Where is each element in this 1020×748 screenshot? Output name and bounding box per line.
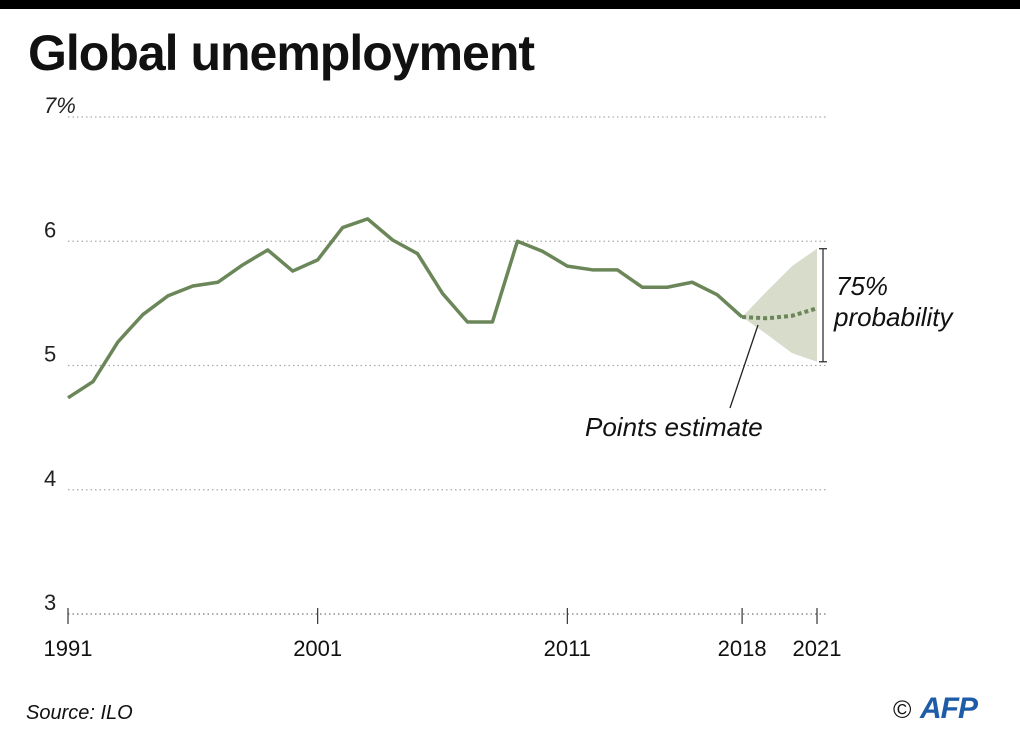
unemployment-series-line [67,217,744,400]
y-tick-label-3: 3 [44,590,56,615]
x-axis: 1991 2001 2011 2018 2021 [44,608,842,661]
x-tick-label-2021: 2021 [793,636,842,661]
y-tick-label-7: 7% [44,93,76,118]
source-note: Source: ILO [26,702,133,724]
series-group [67,217,818,400]
y-tick-label-4: 4 [44,466,56,491]
x-tick-label-2001: 2001 [293,636,342,661]
y-tick-label-5: 5 [44,342,56,367]
probability-band [742,248,817,362]
estimate-label: Points estimate [585,412,763,442]
estimate-leader-line [729,324,759,409]
afp-logo: AFP [920,692,978,725]
copyright-symbol: © [893,696,912,724]
estimate-series-line [742,306,818,321]
x-tick-label-2018: 2018 [718,636,767,661]
annotations: 75%probability Points estimate [585,248,955,442]
probability-band-group [742,248,817,362]
top-bar [0,0,1020,9]
gridlines: 7% 6 5 4 3 [44,93,828,615]
chart-title: Global unemployment [28,25,535,81]
band-label-line1: 75% [836,271,888,301]
line-chart: 7% 6 5 4 3 1991 2001 2011 2018 2021 75%probabili… [44,93,955,661]
band-label-line2: probability [833,302,955,332]
x-tick-label-2011: 2011 [544,636,591,661]
x-tick-label-1991: 1991 [44,636,93,661]
y-tick-label-6: 6 [44,217,56,242]
